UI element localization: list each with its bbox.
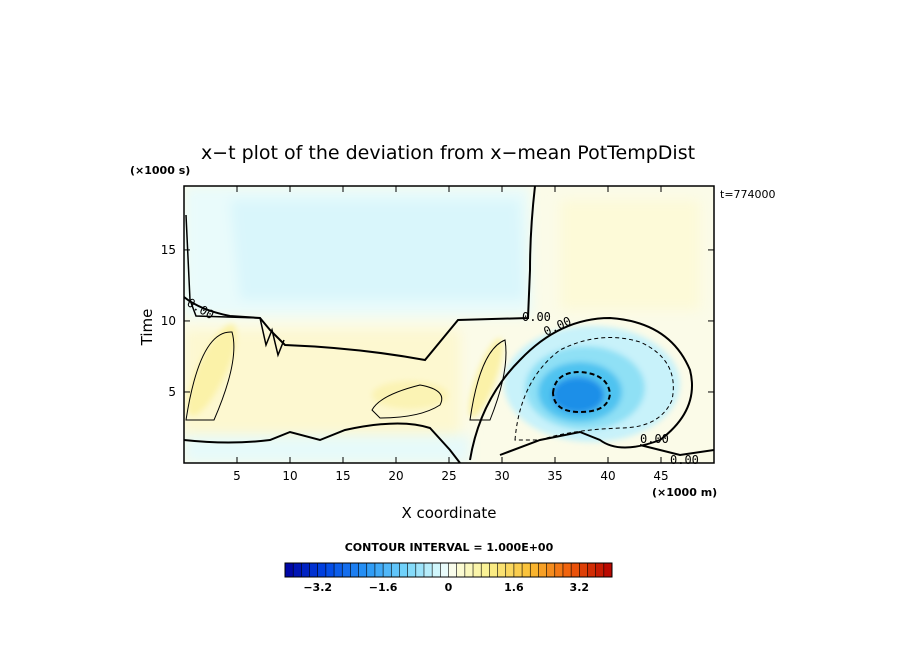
neg2-contour — [551, 370, 612, 414]
warm-patch — [372, 381, 448, 409]
contour-label: 0.00 — [670, 453, 699, 467]
cold-core — [552, 377, 604, 413]
x-tick-label: 30 — [494, 469, 509, 483]
colorbar-cell — [513, 563, 523, 577]
colorbar-cell — [358, 563, 368, 577]
colorbar-cell — [522, 563, 531, 577]
colorbar-cell — [285, 563, 294, 577]
colorbar-cell — [309, 563, 318, 577]
colorbar-cell — [481, 563, 490, 577]
colorbar-cell — [456, 563, 466, 577]
zero-contour-upper — [184, 186, 536, 362]
cool-bottom-left — [184, 435, 470, 463]
colorbar-cell — [391, 563, 400, 577]
warm-upper-right — [560, 200, 700, 310]
colorbar-frame — [284, 562, 613, 578]
warm-mid-left — [184, 330, 460, 440]
colorbar-cell — [325, 563, 335, 577]
colorbar-cell — [366, 563, 376, 577]
x-unit-label: (×1000 m) — [652, 486, 717, 499]
colorbar-cell — [595, 563, 605, 577]
colorbar-cell — [399, 563, 408, 577]
contour-interval: CONTOUR INTERVAL = 1.000E+00 — [345, 541, 554, 554]
y-axis-title: Time — [138, 309, 156, 347]
y-unit-label: (×1000 s) — [130, 164, 190, 177]
x-tick-label: 15 — [335, 469, 350, 483]
colorbar-cell — [497, 563, 507, 577]
colorbar-cell — [579, 563, 588, 577]
colorbar-cell — [473, 563, 482, 577]
contour-lines — [184, 186, 714, 463]
left-wiggle — [185, 214, 285, 358]
y-tick-label: 15 — [161, 243, 176, 257]
colorbar-tick-label: 0 — [445, 581, 453, 594]
colorbar-cell — [334, 563, 343, 577]
x-tick-label: 20 — [388, 469, 403, 483]
x-tick-label: 25 — [441, 469, 456, 483]
colorbar-cell — [293, 563, 302, 577]
colorbar-cell — [546, 563, 556, 577]
colorbar-cell — [383, 563, 392, 577]
x-tick-label: 45 — [653, 469, 668, 483]
x-axis-title: X coordinate — [401, 504, 496, 522]
zero-contour-right — [639, 444, 714, 457]
colorbar-cell — [530, 563, 539, 577]
y-axis: 5 10 15 — [161, 243, 714, 399]
colorbar-cell — [562, 563, 572, 577]
colorbar-tick-label: −1.6 — [369, 581, 398, 594]
colorbar-tick-label: 3.2 — [570, 581, 590, 594]
contour-label: 0.00 — [640, 432, 669, 446]
zero-contour-bottom — [184, 422, 461, 463]
colorbar-cell — [571, 563, 580, 577]
chart-title: x−t plot of the deviation from x−mean Po… — [201, 142, 695, 164]
colorbar-cell — [317, 563, 327, 577]
y-tick-label: 5 — [168, 385, 176, 399]
cool-upper-inner — [230, 200, 525, 300]
colorbar-cell — [423, 563, 433, 577]
colorbar-cell — [464, 563, 474, 577]
colorbar-ticks: −3.2 −1.6 0 1.6 3.2 — [303, 581, 589, 594]
pos-contour-center — [469, 339, 507, 421]
time-stamp: t=774000 — [720, 188, 776, 201]
colorbar-cell — [505, 563, 515, 577]
colorbar-cell — [432, 563, 441, 577]
colorbar — [284, 562, 613, 578]
colorbar-cell — [350, 563, 359, 577]
colorbar-cell — [448, 563, 457, 577]
field-shading — [184, 186, 714, 463]
colorbar-cell — [440, 563, 449, 577]
y-tick-label: 10 — [161, 314, 176, 328]
warm-band-center — [468, 338, 504, 418]
colorbar-cell — [489, 563, 498, 577]
colorbar-cell — [603, 563, 613, 577]
x-tick-label: 5 — [233, 469, 241, 483]
colorbar-cell — [407, 563, 417, 577]
colorbar-cell — [415, 563, 425, 577]
colorbar-tick-label: −3.2 — [303, 581, 332, 594]
contour-label: 0.00 — [522, 310, 551, 324]
pos-contour-left — [185, 331, 235, 421]
x-tick-label: 10 — [282, 469, 297, 483]
colorbar-cell — [554, 563, 564, 577]
neg1-contour — [514, 337, 674, 441]
x-axis: 5 10 15 20 25 30 35 40 45 — [233, 186, 669, 483]
colorbar-cell — [587, 563, 596, 577]
pos-contour-patch — [371, 384, 443, 419]
colorbar-tick-label: 1.6 — [504, 581, 524, 594]
x-tick-label: 35 — [547, 469, 562, 483]
x-tick-label: 40 — [600, 469, 615, 483]
colorbar-cell — [538, 563, 547, 577]
colorbar-cell — [342, 563, 351, 577]
colorbar-cell — [301, 563, 310, 577]
warm-band-left — [187, 324, 237, 416]
colorbar-cell — [374, 563, 384, 577]
